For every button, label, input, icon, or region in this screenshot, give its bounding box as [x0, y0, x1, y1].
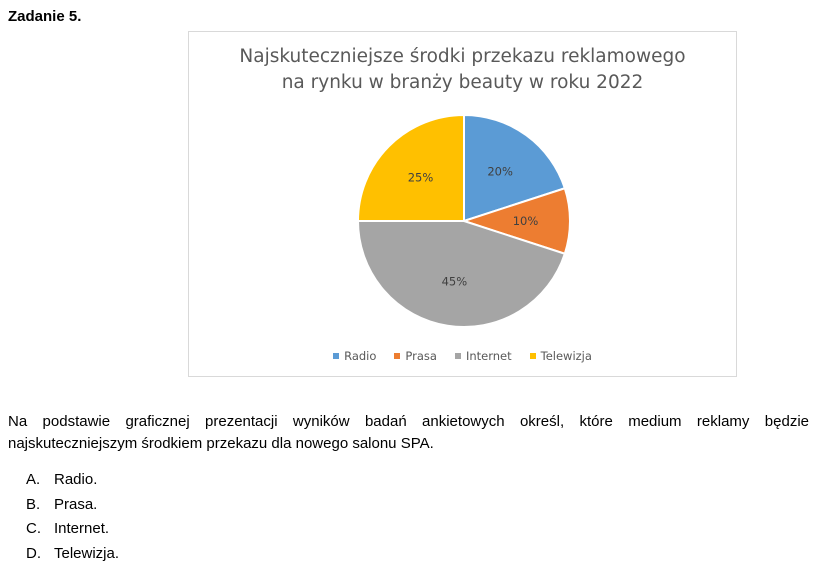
chart-title: Najskuteczniejsze środki przekazu reklam…	[189, 44, 736, 96]
legend-item-radio: Radio	[333, 349, 376, 363]
answer-a[interactable]: A. Radio.	[26, 468, 119, 493]
question-text: Na podstawie graficznej prezentacji wyni…	[8, 413, 809, 452]
answer-text: Prasa.	[54, 495, 98, 513]
answer-list: A. Radio. B. Prasa. C. Internet. D. Tele…	[26, 468, 119, 566]
legend-swatch	[333, 353, 340, 359]
answer-letter: A.	[26, 471, 41, 488]
data-label-prasa: 10%	[513, 214, 539, 228]
data-label-internet: 45%	[442, 275, 468, 289]
legend-item-prasa: Prasa	[394, 349, 437, 363]
legend-item-internet: Internet	[454, 349, 512, 363]
answer-letter: B.	[26, 495, 41, 513]
pie-chart: Najskuteczniejsze środki przekazu reklam…	[188, 31, 737, 377]
task-title: Zadanie 5.	[8, 8, 82, 25]
answer-c[interactable]: C. Internet.	[26, 517, 119, 542]
chart-title-line-2: na rynku w branży beauty w roku 2022	[281, 72, 644, 93]
legend-label: Radio	[344, 349, 377, 363]
chart-title-line-1: Najskuteczniejsze środki przekazu reklam…	[239, 46, 686, 67]
answer-d[interactable]: D. Telewizja.	[26, 542, 119, 566]
pie-slice-telewizja	[356, 113, 465, 222]
chart-legend: Radio Prasa Internet Telewizja	[189, 349, 736, 363]
pie-plot: 20% 10% 45% 25%	[356, 113, 571, 328]
legend-swatch	[529, 353, 536, 359]
answer-text: Telewizja.	[54, 544, 120, 562]
legend-label: Internet	[465, 349, 512, 363]
answer-b[interactable]: B. Prasa.	[26, 493, 119, 518]
pie-slice-internet	[356, 220, 567, 328]
legend-swatch	[394, 353, 401, 359]
pie-slice-radio	[463, 113, 567, 223]
legend-swatch	[454, 353, 461, 359]
legend-item-telewizja: Telewizja	[529, 349, 592, 363]
answer-letter: C.	[26, 520, 41, 537]
data-label-radio: 20%	[487, 164, 513, 178]
answer-text: Radio.	[54, 471, 98, 488]
legend-label: Prasa	[405, 349, 437, 363]
data-label-telewizja: 25%	[408, 171, 434, 185]
legend-label: Telewizja	[540, 349, 592, 363]
answer-text: Internet.	[54, 520, 110, 537]
answer-letter: D.	[26, 544, 41, 562]
